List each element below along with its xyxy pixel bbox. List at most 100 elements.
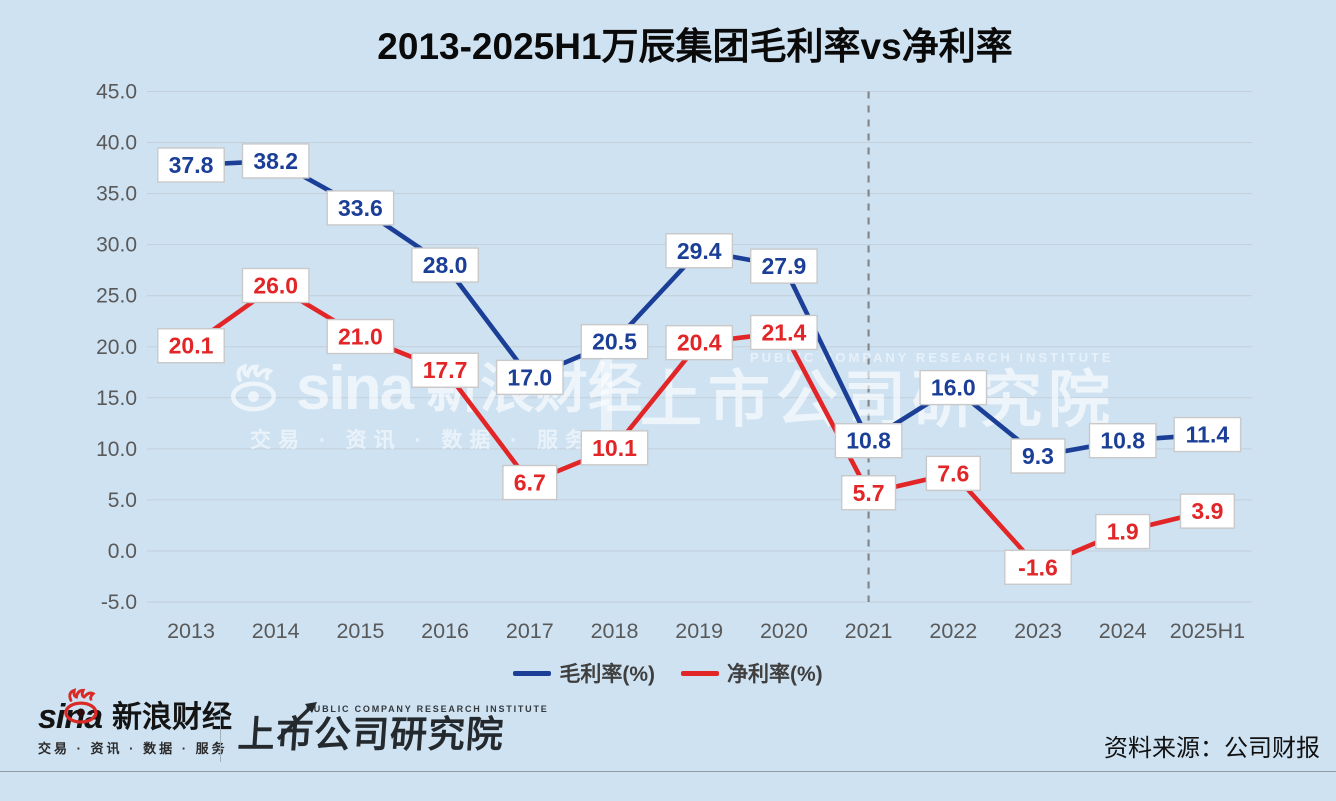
data-label: 33.6 xyxy=(326,190,395,226)
data-label: 9.3 xyxy=(1010,438,1066,474)
svg-text:38.2: 38.2 xyxy=(253,148,298,174)
chart-title: 2013-2025H1万辰集团毛利率vs净利率 xyxy=(377,26,1013,67)
y-axis-tick-label: 15.0 xyxy=(96,387,137,410)
svg-text:20.4: 20.4 xyxy=(677,330,722,356)
data-label: -1.6 xyxy=(1004,549,1072,585)
up-arrow-icon xyxy=(276,702,317,741)
data-label: 10.8 xyxy=(834,422,903,459)
y-axis-tick-label: 45.0 xyxy=(96,81,137,104)
svg-text:10.8: 10.8 xyxy=(846,428,891,454)
svg-text:11.4: 11.4 xyxy=(1186,422,1230,448)
gross-margin-line-swatch xyxy=(513,670,552,676)
data-source-note: 资料来源：公司财报 xyxy=(1104,735,1320,762)
svg-text:20.1: 20.1 xyxy=(169,333,214,359)
footer: sina 新浪财经 交易 · 资讯 · 数据 · 服务 PUBLIC COMPA… xyxy=(0,688,1336,770)
data-label: 21.4 xyxy=(750,314,818,351)
institute-name-cn: 上市公司研究院 xyxy=(236,714,506,755)
net-margin-legend-label: 净利率(%) xyxy=(727,663,823,686)
data-label: 28.0 xyxy=(411,247,479,283)
x-axis-tick-label: 2015 xyxy=(336,619,384,643)
data-label: 27.9 xyxy=(750,248,818,284)
data-label: 5.7 xyxy=(841,475,897,511)
sina-finance-cn: 新浪财经 xyxy=(112,700,233,734)
x-axis-tick-label: 2022 xyxy=(929,619,977,643)
chart-legend: 毛利率(%) 净利率(%) xyxy=(0,658,1336,688)
x-axis-tick-label: 2024 xyxy=(1099,619,1147,643)
svg-text:28.0: 28.0 xyxy=(423,252,468,278)
svg-text:16.0: 16.0 xyxy=(931,375,976,401)
x-axis-tick-label: 2014 xyxy=(252,619,300,643)
y-axis-tick-label: 30.0 xyxy=(96,234,137,257)
x-axis-tick-label: 2019 xyxy=(675,619,723,643)
sina-finance-logo: sina 新浪财经 交易 · 资讯 · 数据 · 服务 xyxy=(38,688,233,757)
data-label: 10.1 xyxy=(580,430,649,466)
y-axis-tick-label: 40.0 xyxy=(96,132,137,155)
svg-text:1.9: 1.9 xyxy=(1107,519,1139,545)
svg-text:29.4: 29.4 xyxy=(677,238,722,264)
sina-tagline: 交易 · 资讯 · 数据 · 服务 xyxy=(38,740,228,756)
legend-item-net-margin: 净利率(%) xyxy=(681,658,823,688)
svg-text:37.8: 37.8 xyxy=(169,152,214,178)
data-label: 20.1 xyxy=(157,328,225,364)
institute-name-en: PUBLIC COMPANY RESEARCH INSTITUTE xyxy=(306,704,549,714)
data-label: 26.0 xyxy=(241,267,310,304)
svg-text:33.6: 33.6 xyxy=(338,195,383,221)
svg-text:20.5: 20.5 xyxy=(592,329,637,355)
watermark-divider-bar xyxy=(601,356,612,444)
x-axis-tick-label: 2013 xyxy=(167,619,215,643)
data-label: 11.4 xyxy=(1173,416,1242,453)
x-axis-tick-label: 2018 xyxy=(591,619,639,643)
data-label: 17.0 xyxy=(495,359,564,396)
research-institute-logo: PUBLIC COMPANY RESEARCH INSTITUTE 上市公司研究… xyxy=(236,702,549,757)
y-axis-tick-label: 5.0 xyxy=(108,489,137,512)
data-label: 3.9 xyxy=(1179,493,1235,529)
x-axis-tick-label: 2023 xyxy=(1014,619,1062,643)
y-axis-tick-label: 10.0 xyxy=(96,438,137,461)
svg-text:6.7: 6.7 xyxy=(514,470,546,496)
data-label: 6.7 xyxy=(502,464,558,501)
svg-text:21.4: 21.4 xyxy=(762,319,807,345)
svg-text:17.7: 17.7 xyxy=(423,357,468,383)
data-label: 38.2 xyxy=(241,143,310,179)
sina-eye-icon xyxy=(64,688,98,724)
svg-text:-1.6: -1.6 xyxy=(1018,554,1058,580)
data-label: 10.8 xyxy=(1088,422,1157,459)
x-axis-tick-label: 2020 xyxy=(760,619,808,643)
data-label: 1.9 xyxy=(1095,513,1151,550)
data-label: 29.4 xyxy=(665,233,734,269)
svg-text:26.0: 26.0 xyxy=(253,272,298,298)
x-axis-tick-label: 2016 xyxy=(421,619,469,643)
x-axis-tick-label: 2017 xyxy=(506,619,554,643)
svg-text:17.0: 17.0 xyxy=(507,364,552,390)
svg-text:5.7: 5.7 xyxy=(853,480,885,506)
footer-logo-divider xyxy=(220,706,221,762)
svg-text:27.9: 27.9 xyxy=(762,253,807,279)
svg-text:9.3: 9.3 xyxy=(1022,443,1054,469)
svg-text:21.0: 21.0 xyxy=(338,324,383,350)
legend-item-gross-margin: 毛利率(%) xyxy=(513,658,655,688)
data-label: 20.5 xyxy=(580,323,649,360)
data-label: 20.4 xyxy=(665,324,734,361)
y-axis-tick-label: -5.0 xyxy=(101,591,137,614)
gross-margin-legend-label: 毛利率(%) xyxy=(559,663,655,686)
data-label: 37.8 xyxy=(157,147,225,183)
y-axis-tick-label: 0.0 xyxy=(108,540,137,563)
data-label: 7.6 xyxy=(925,455,981,492)
svg-text:10.1: 10.1 xyxy=(592,435,637,461)
data-label: 17.7 xyxy=(411,352,479,388)
net-margin-line-swatch xyxy=(681,670,719,676)
x-axis-tick-label: 2021 xyxy=(845,619,893,643)
y-axis-tick-label: 35.0 xyxy=(96,183,137,206)
x-axis-tick-label: 2025H1 xyxy=(1170,619,1245,643)
y-axis-tick-label: 20.0 xyxy=(96,336,137,359)
y-axis-tick-label: 25.0 xyxy=(96,285,137,308)
svg-text:7.6: 7.6 xyxy=(937,460,969,486)
data-label: 21.0 xyxy=(326,318,395,355)
footer-rule xyxy=(0,771,1336,772)
svg-text:10.8: 10.8 xyxy=(1100,428,1145,454)
data-label: 16.0 xyxy=(919,369,988,406)
svg-text:3.9: 3.9 xyxy=(1191,498,1223,524)
